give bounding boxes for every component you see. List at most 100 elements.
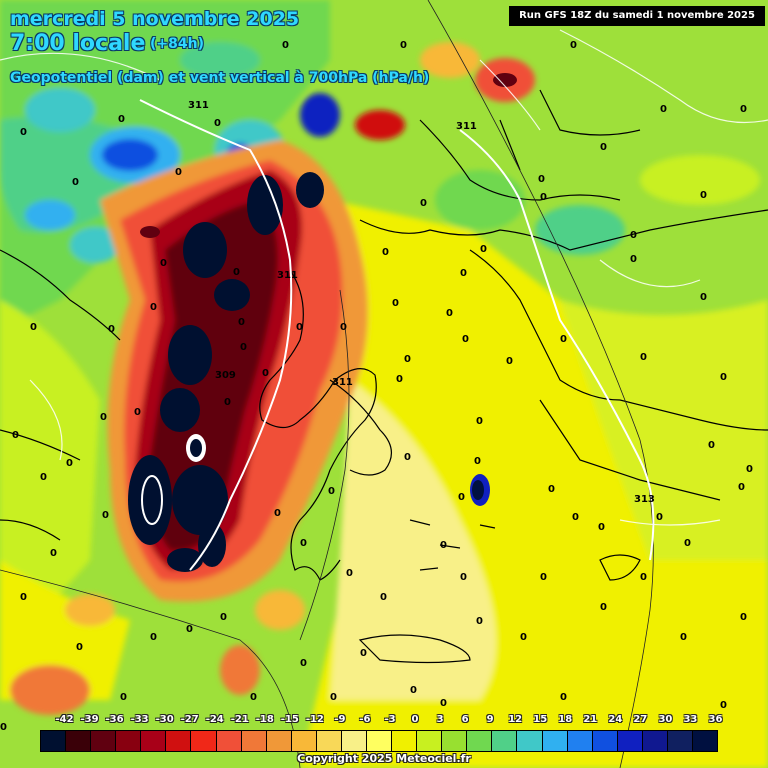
legend-tick-label: 30: [658, 714, 673, 725]
zero-value-label: 0: [560, 334, 567, 345]
zero-value-label: 0: [598, 522, 605, 533]
zero-value-label: 0: [700, 190, 707, 201]
zero-value-label: 0: [630, 230, 637, 241]
legend-color-swatch: [567, 731, 593, 751]
zero-value-label: 0: [440, 698, 447, 709]
legend-tick-label: -3: [384, 714, 396, 725]
coastlines: [0, 89, 768, 664]
zero-value-label: 0: [102, 510, 109, 521]
legend-color-swatch: [617, 731, 643, 751]
zero-value-label: 0: [282, 40, 289, 51]
zero-value-label: 0: [360, 648, 367, 659]
zero-value-label: 0: [340, 322, 347, 333]
zero-value-label: 0: [548, 484, 555, 495]
legend-tick-label: -12: [305, 714, 324, 725]
zero-value-label: 0: [660, 104, 667, 115]
zero-value-label: 0: [238, 317, 245, 328]
zero-value-label: 0: [404, 452, 411, 463]
copyright: Copyright 2025 Meteociel.fr: [297, 752, 471, 765]
legend-tick-label: 21: [583, 714, 598, 725]
legend-color-swatch: [341, 731, 368, 751]
zero-value-label: 0: [72, 177, 79, 188]
zero-value-label: 0: [458, 492, 465, 503]
zero-value-label: 0: [108, 324, 115, 335]
zero-value-label: 0: [640, 352, 647, 363]
zero-value-label: 0: [746, 464, 753, 475]
legend-tick-label: -33: [130, 714, 149, 725]
zero-value-label: 0: [474, 456, 481, 467]
forecast-time: 7:00 locale: [10, 31, 146, 56]
zero-value-label: 0: [738, 482, 745, 493]
legend-color-swatch: [191, 731, 217, 751]
zero-value-label: 0: [30, 322, 37, 333]
zero-value-label: 0: [720, 700, 727, 711]
zero-value-label: 0: [656, 512, 663, 523]
zero-value-label: 0: [572, 512, 579, 523]
zero-value-label: 0: [392, 298, 399, 309]
zero-value-label: 0: [262, 368, 269, 379]
legend-color-swatch: [417, 731, 443, 751]
legend-color-swatch: [642, 731, 668, 751]
legend-tick-labels: -42 -39 -36 -33 -30 -27 -24 -21 -18 -15 -12 -9 -6 -3 0…: [0, 714, 768, 728]
zero-value-label: 0: [20, 592, 27, 603]
isohypse-label: 309: [215, 370, 236, 381]
legend-color-swatch: [392, 731, 418, 751]
zero-value-label: 0: [600, 602, 607, 613]
zero-value-label: 0: [346, 568, 353, 579]
zero-value-label: 0: [460, 268, 467, 279]
zero-value-label: 0: [720, 372, 727, 383]
legend-color-swatch: [367, 731, 393, 751]
zero-value-label: 0: [404, 354, 411, 365]
legend-tick-label: -42: [55, 714, 74, 725]
contour-white-lines: [0, 29, 768, 526]
zero-value-label: 0: [233, 267, 240, 278]
legend-tick-label: -27: [180, 714, 199, 725]
legend-color-swatch: [291, 731, 317, 751]
isohypse-label: 311: [277, 270, 298, 281]
zero-value-label: 0: [560, 692, 567, 703]
legend-color-swatch: [467, 731, 493, 751]
zero-value-label: 0: [740, 612, 747, 623]
legend-color-swatch: [492, 731, 518, 751]
model-run-label: Run GFS 18Z du samedi 1 novembre 2025: [509, 6, 765, 26]
legend-color-swatch: [166, 731, 192, 751]
zero-value-label: 0: [250, 692, 257, 703]
legend-tick-label: 33: [683, 714, 698, 725]
zero-value-label: 0: [40, 472, 47, 483]
legend-tick-label: -21: [230, 714, 249, 725]
zero-value-label: 0: [600, 142, 607, 153]
forecast-lead: (+84h): [150, 36, 204, 52]
legend-color-swatch: [216, 731, 242, 751]
parameter-title: Geopotentiel (dam) et vent vertical à 70…: [10, 70, 430, 86]
legend-color-swatch: [66, 731, 92, 751]
legend-tick-label: 24: [608, 714, 623, 725]
zero-value-label: 0: [118, 114, 125, 125]
zero-value-label: 0: [476, 416, 483, 427]
map-labels: 311 311 311 309 311 313: [188, 100, 655, 505]
zero-value-label: 0: [224, 397, 231, 408]
zero-value-label: 0: [12, 430, 19, 441]
zero-value-label: 0: [186, 624, 193, 635]
zero-value-label: 0: [708, 440, 715, 451]
zero-value-label: 0: [380, 592, 387, 603]
meridians: [0, 0, 654, 768]
zero-value-label: 0: [420, 198, 427, 209]
zero-value-label: 0: [462, 334, 469, 345]
legend-tick-label: -15: [280, 714, 299, 725]
zero-value-label: 0: [538, 174, 545, 185]
isohypse-label: 311: [456, 121, 477, 132]
legend-color-swatch: [116, 731, 142, 751]
zero-value-label: 0: [175, 167, 182, 178]
legend-color-swatch: [693, 731, 718, 751]
isohypse-label: 311: [332, 377, 353, 388]
legend-color-swatch: [91, 731, 117, 751]
zero-value-label: 0: [540, 572, 547, 583]
zero-value-label: 0: [150, 632, 157, 643]
zero-value-label: 0: [160, 258, 167, 269]
zero-value-label: 0: [300, 538, 307, 549]
legend-tick-label: -39: [80, 714, 99, 725]
zero-value-label: 0: [480, 244, 487, 255]
ascent-cores: [128, 73, 517, 572]
zero-value-label: 0: [50, 548, 57, 559]
legend-tick-label: -36: [105, 714, 124, 725]
